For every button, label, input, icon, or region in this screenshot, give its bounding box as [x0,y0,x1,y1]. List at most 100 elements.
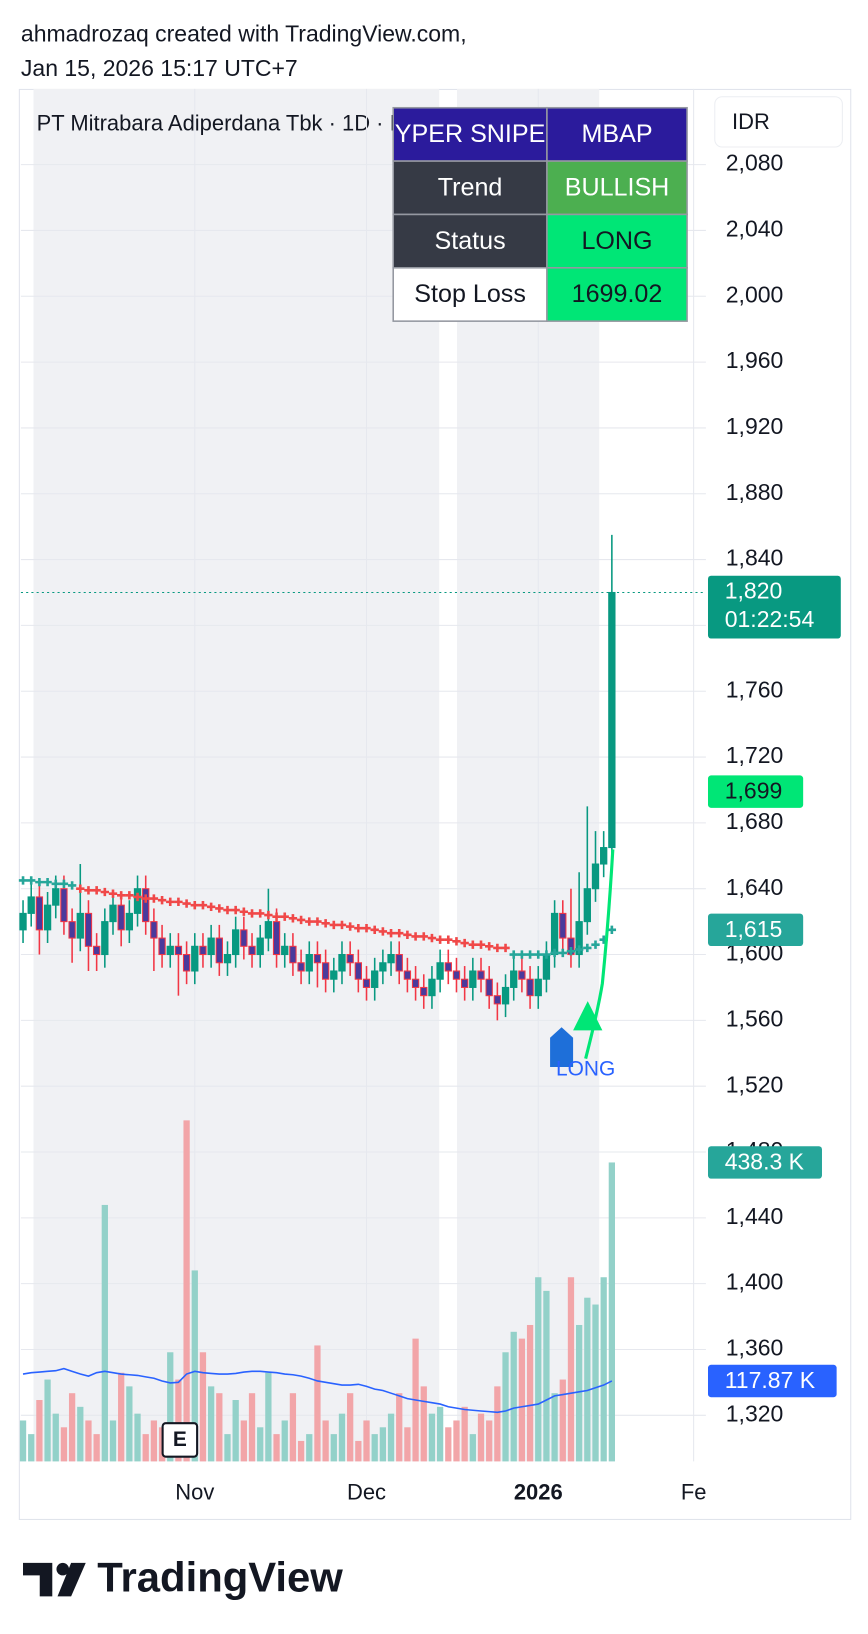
candle-body [76,912,84,939]
date-line: Jan 15, 2026 15:17 UTC+7 [21,55,298,81]
trail-marker [84,886,93,895]
volume-bar [543,1290,550,1462]
trail-marker [419,932,428,941]
candle-body [191,945,199,972]
y-tick-label: 1,560 [726,1005,784,1031]
trail-marker [190,900,199,910]
candle-body [84,912,93,947]
trail-marker [452,937,461,946]
y-tick-label: 1,400 [726,1269,784,1295]
candle-body [43,904,52,931]
candle-body [354,962,362,980]
x-tick-label: 2026 [514,1480,563,1505]
trail-marker [370,925,379,935]
volume-bar [36,1400,43,1462]
trail-marker [362,924,371,933]
candle-body [182,954,191,972]
trail-marker [591,940,600,949]
trail-marker [583,943,592,953]
candle-body [166,945,174,956]
volume-bar [518,1338,526,1462]
buy-arrow [573,1001,603,1031]
volume-bar [142,1434,149,1462]
candle-body [452,970,461,980]
candle-body [387,954,395,964]
volume-bar [567,1277,575,1462]
trail-marker [345,922,355,931]
trail-marker [607,925,617,935]
volume-bar [28,1434,35,1462]
trail-marker [288,914,298,923]
candle-body [158,937,166,956]
volume-bar [224,1434,231,1462]
y-tick-label: 1,440 [726,1203,784,1229]
candle-body [313,954,322,964]
volume-bar [289,1393,297,1462]
candle-body [436,962,444,980]
trail-marker [337,920,347,930]
candle-body [68,921,76,939]
candle-body [444,962,452,972]
candle-body [526,978,534,997]
volume-bar [109,1420,117,1462]
trail-marker [403,930,412,939]
trail-marker [485,942,494,951]
trail-marker [280,912,289,921]
table-cell [392,267,548,322]
trail-marker [133,892,142,902]
table-text: Status [435,227,506,255]
table-text: BULLISH [565,173,670,201]
trail-marker [305,917,314,926]
candle-body [583,888,591,923]
volume-bar [60,1427,68,1462]
volume-bar [199,1352,207,1462]
candle-body [411,978,420,988]
candle-body [534,978,542,997]
candle-body [52,888,60,906]
candle-body [485,978,493,997]
candle-body [362,978,371,988]
candle-body [92,945,101,956]
volume-ma-tag-box [707,1364,837,1398]
trail-marker [67,881,77,890]
trail-marker [509,950,518,959]
volume-tag-text: 438.3 K [725,1149,805,1175]
x-tick-label: Nov [175,1480,214,1505]
y-tick-label: 1,640 [726,874,784,900]
trail-marker [329,920,338,930]
trail-marker [108,889,118,898]
trail-marker [460,938,469,948]
candle-body [174,945,183,956]
trail-marker [534,950,543,959]
author-line: ahmadrozaq created with TradingView.com, [21,21,467,47]
trail-tag-text: 1,615 [725,916,783,942]
trail-marker [43,877,52,887]
volume-bar [191,1270,198,1462]
table-text: 1699.02 [572,280,663,308]
table-cell [546,267,688,322]
trail-marker [247,909,257,918]
trail-marker [116,891,126,900]
trail-marker [272,912,281,921]
candle-body [117,904,125,931]
volume-bar [428,1413,436,1462]
volume-bar [183,1120,190,1462]
volume-ma-tag-text: 117.87 K [725,1367,816,1393]
candle-body [403,970,412,980]
volume-bar [338,1413,346,1462]
volume-bar [559,1379,566,1462]
volume-bar [68,1393,76,1462]
candle-body [608,591,616,849]
trail-marker [354,924,363,933]
volume-tag-box [707,1146,822,1179]
candle-body [518,970,526,980]
candle-body [371,970,379,988]
trail-marker [542,950,551,959]
candle-body [420,986,428,997]
volume-bar [584,1297,591,1462]
logo-mark [57,1562,86,1597]
candle-body [256,937,264,956]
trail-marker [321,919,330,928]
